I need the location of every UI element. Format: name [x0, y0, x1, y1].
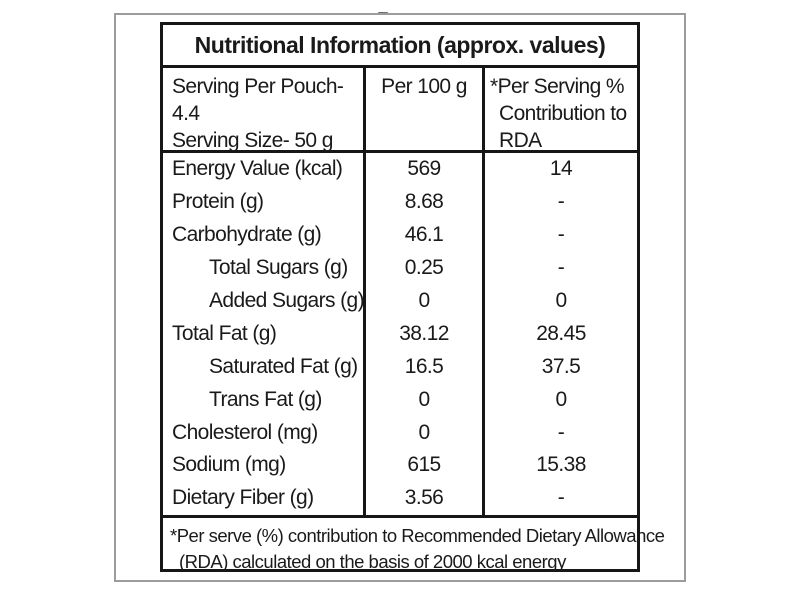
per-serving-value: 0 [555, 289, 567, 312]
nutrient-label: Dietary Fiber (g) [163, 481, 366, 515]
header-per-100g: Per 100 g [366, 68, 485, 154]
per-100g-value: 16.5 [366, 350, 485, 384]
table-header: Serving Per Pouch- 4.4 Serving Size- 50 … [163, 68, 637, 154]
per-100g-value: 46.1 [366, 218, 485, 252]
per-100g-value: 569 [366, 153, 485, 186]
table-body: Energy Value (kcal) 569 14 Protein (g) 8… [163, 153, 637, 515]
per-100g-value: 8.68 [366, 185, 485, 219]
serving-size-text: Serving Size- 50 g [172, 129, 333, 152]
per-serving-value: 0 [555, 387, 567, 411]
per-serving-line3: RDA [499, 129, 542, 152]
nutrient-label: Saturated Fat (g) [163, 350, 366, 384]
per-100g-value: 0 [366, 416, 485, 450]
nutrient-label: Protein (g) [163, 185, 366, 219]
per-serving-value: 28.45 [536, 321, 586, 345]
per-100g-value: 615 [366, 449, 485, 482]
serving-per-pouch-text: Serving Per Pouch- 4.4 [172, 75, 344, 125]
per-serving-value: - [557, 256, 565, 280]
nutrient-label: Added Sugars (g) [163, 284, 366, 318]
footnote-line2: (RDA) calculated on the basis of 2000 kc… [179, 551, 566, 572]
nutrient-label: Sodium (mg) [163, 449, 366, 482]
per-serving-value: - [557, 486, 565, 510]
per-100g-value: 0 [366, 383, 485, 417]
nutrition-table: Nutritional Information (approx. values)… [160, 22, 665, 575]
per-serving-value: - [557, 223, 565, 247]
per-100g-value: 38.12 [366, 317, 485, 351]
per-100g-value: 3.56 [366, 481, 485, 515]
per-serving-value: 37.5 [541, 354, 581, 378]
per-serving-line1: *Per Serving % [490, 75, 625, 98]
table-title: Nutritional Information (approx. values) [163, 25, 637, 68]
header-serving-info: Serving Per Pouch- 4.4 Serving Size- 50 … [163, 68, 366, 154]
nutrient-label: Total Fat (g) [163, 317, 366, 351]
per-serving-value: 14 [549, 157, 573, 181]
footnote-line1: *Per serve (%) contribution to Recommend… [170, 525, 665, 546]
nutrient-label: Energy Value (kcal) [163, 153, 366, 186]
header-per-serving-rda: *Per Serving % Contribution to RDA [485, 68, 637, 154]
per-100g-value: 0.25 [366, 251, 485, 285]
table-footnote: *Per serve (%) contribution to Recommend… [163, 515, 665, 575]
nutrient-label: Total Sugars (g) [163, 251, 366, 285]
per-serving-value: 15.38 [536, 453, 586, 477]
nutrient-label: Carbohydrate (g) [163, 218, 366, 252]
per-serving-value: - [557, 420, 565, 444]
label-panel: Nutritional Information (approx. values)… [114, 13, 686, 582]
per-serving-line2: Contribution to [499, 102, 627, 125]
nutrient-label: Trans Fat (g) [163, 383, 366, 417]
per-100g-value: 0 [366, 284, 485, 318]
per-serving-value: - [557, 190, 565, 214]
nutrient-label: Cholesterol (mg) [163, 416, 366, 450]
